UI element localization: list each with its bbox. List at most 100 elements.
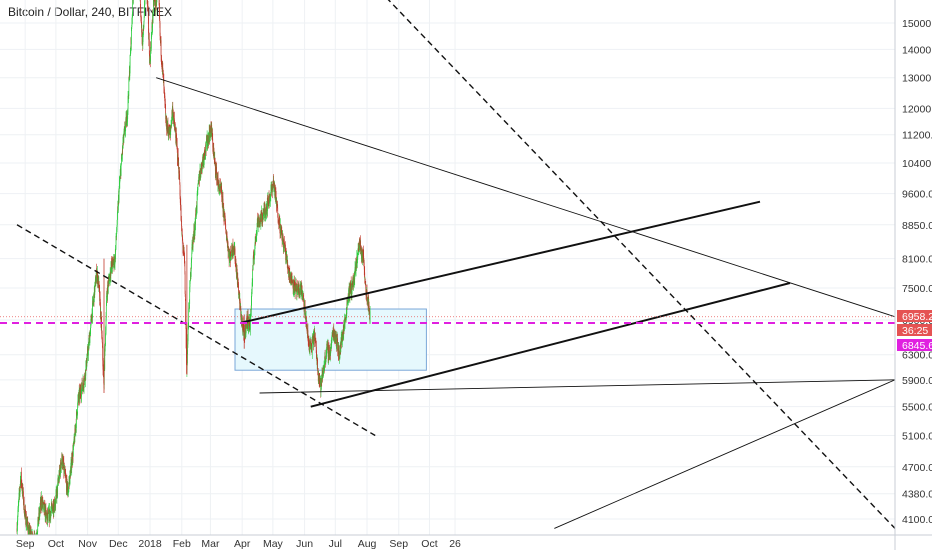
candle-up [35,540,36,548]
candle-up [297,286,298,295]
candle-up [205,138,207,150]
candle-down [101,321,103,334]
candle-down [76,411,78,414]
candle-up [20,474,22,485]
candle-up [311,339,313,353]
price-lines-layer [0,316,895,324]
candle-up [107,281,109,288]
candle-down [160,40,162,56]
candle-up [188,308,190,323]
candle-down [295,283,296,286]
candle-down [207,135,208,147]
candle-up [70,463,72,468]
candle-up [299,288,301,295]
candle-down [368,304,370,309]
candle-up [187,351,188,364]
candle-down [364,278,366,285]
candle-up [125,118,127,126]
candle-up [92,302,93,319]
candle-down [248,319,250,330]
candle-up [254,253,255,260]
candle-down [307,330,309,335]
candle-down [287,261,289,268]
y-tick-label: 5500.0 [902,402,932,414]
candle-down [84,375,86,379]
candle-down [204,150,205,155]
candle-down [177,147,178,160]
candle-down [66,480,68,492]
last-price-tag-bg [897,310,932,322]
candle-up [62,459,63,466]
candle-down [179,179,181,185]
candle-down [242,323,244,326]
candle-down [285,244,286,252]
candle-up [64,469,65,473]
candle-up [150,37,152,49]
candle-down [240,308,242,319]
candle-down [35,541,36,549]
x-tick-label: Sep [16,538,35,550]
candle-down [172,107,174,119]
candle-down [23,491,24,503]
candle-down [293,279,294,291]
candle-down [61,454,63,466]
candle-up [76,413,77,428]
candle-up [349,284,351,298]
candle-up [105,318,107,331]
candle-down [277,217,279,223]
candle-up [88,338,90,346]
countdown-tag-bg [897,324,932,336]
candle-down [181,226,183,235]
trendlines-layer [16,0,895,529]
candle-down [275,196,277,202]
candle-up [115,248,116,260]
candle-up [86,360,88,367]
candle-up [56,487,58,499]
candle-down [164,89,165,93]
candle-down [366,290,368,302]
candle-down [102,342,103,347]
x-tick-label: Mar [201,538,220,550]
candle-up [35,548,36,549]
candle-up [209,133,211,141]
y-tick-label: 7500.0 [902,283,932,295]
candle-down [163,80,165,87]
candle-up [201,162,203,171]
candle-down [82,379,84,384]
price-tags-layer: 6958.2 36:25 6845.6 [897,310,932,352]
y-tick-label: 10400.0 [902,158,932,170]
candle-down [81,382,83,390]
candle-down [29,528,31,535]
candle-down [327,345,329,357]
x-tick-label: Jun [296,538,313,550]
candle-down [176,144,178,148]
candle-up [263,215,264,220]
candle-down [234,248,236,262]
candle-down [99,290,100,301]
candle-down [289,271,291,279]
candle-up [271,184,273,191]
candle-up [325,355,327,360]
y-tick-label: 5100.0 [902,431,932,443]
candle-down [177,154,179,165]
candle-up [344,319,346,325]
x-tick-label: 26 [449,538,461,550]
candle-up [189,303,190,309]
candle-down [185,328,187,348]
descending-resistance-line [156,77,895,318]
candle-down [45,507,47,511]
marker-price-tag-bg [897,339,932,351]
candle-up [156,0,158,6]
candle-up [251,282,253,292]
support-zone [234,308,427,371]
candle-up [144,0,146,5]
candle-down [185,299,186,324]
candle-up [150,47,151,62]
candle-down [204,154,206,157]
x-tick-label: Oct [48,538,64,550]
candle-down [42,499,44,507]
candle-down [141,17,142,26]
x-tick-label: Apr [234,538,251,550]
candle-up [359,239,360,252]
